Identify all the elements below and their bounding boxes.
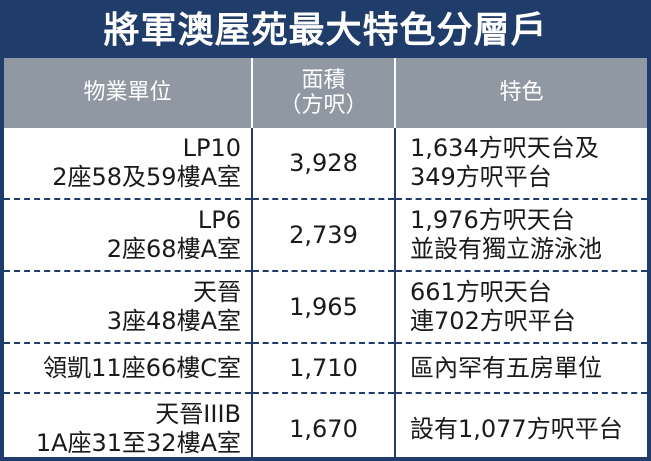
header-feature-label: 特色 (499, 80, 544, 106)
table-row: 天晉IIIB 1A座31至32樓A室 1,670 設有1,077方呎平台 (4, 392, 647, 457)
feature-line: 349方呎平台 (410, 163, 552, 191)
feature-cell: 設有1,077方呎平台 (394, 392, 647, 457)
area-cell: 2,739 (251, 198, 395, 271)
header-area-label: 面積 (301, 67, 346, 93)
feature-line: 1,634方呎天台及 (410, 134, 599, 163)
unit-detail: 3座48樓A室 (106, 307, 241, 335)
header-area-unit: （方呎） (279, 93, 368, 118)
header-feature: 特色 (394, 58, 647, 128)
unit-cell: 天晉IIIB 1A座31至32樓A室 (4, 392, 252, 457)
area-cell: 1,670 (251, 392, 395, 457)
unit-detail: 1A座31至32樓A室 (35, 429, 241, 457)
table-row: LP10 2座58及59樓A室 3,928 1,634方呎天台及 349方呎平台 (4, 128, 647, 199)
feature-cell: 1,976方呎天台 並設有獨立游泳池 (394, 198, 647, 271)
area-cell: 1,965 (251, 270, 395, 343)
table-row: 領凱11座66樓C室 1,710 區內罕有五房單位 (4, 342, 647, 393)
feature-cell: 1,634方呎天台及 349方呎平台 (394, 128, 647, 199)
feature-line: 661方呎天台 (410, 278, 552, 307)
unit-name: 天晉 (193, 278, 241, 307)
feature-line: 1,976方呎天台 (410, 206, 575, 235)
header-unit-label: 物業單位 (83, 80, 172, 106)
feature-line: 並設有獨立游泳池 (410, 235, 602, 263)
unit-name: LP10 (182, 134, 241, 163)
unit-cell: LP10 2座58及59樓A室 (4, 128, 252, 199)
feature-line: 區內罕有五房單位 (410, 353, 602, 382)
unit-cell: 天晉 3座48樓A室 (4, 270, 252, 343)
header-area: 面積 （方呎） (251, 58, 395, 128)
unit-detail: 2座68樓A室 (106, 235, 241, 263)
unit-detail: 2座58及59樓A室 (52, 163, 241, 191)
header-unit: 物業單位 (4, 58, 252, 128)
feature-cell: 661方呎天台 連702方呎平台 (394, 270, 647, 343)
feature-cell: 區內罕有五房單位 (394, 342, 647, 393)
unit-name: 領凱11座66樓C室 (43, 353, 241, 382)
table-row: LP6 2座68樓A室 2,739 1,976方呎天台 並設有獨立游泳池 (4, 198, 647, 271)
unit-cell: LP6 2座68樓A室 (4, 198, 252, 271)
unit-name: LP6 (197, 206, 241, 235)
property-table: 物業單位 面積 （方呎） 特色 LP10 2座58及59樓A室 3,928 (4, 58, 647, 457)
feature-line: 連702方呎平台 (410, 307, 576, 335)
area-cell: 3,928 (251, 128, 395, 199)
unit-name: 天晉IIIB (155, 400, 241, 429)
table-title: 將軍澳屋苑最大特色分層戶 (4, 4, 647, 58)
header-row: 物業單位 面積 （方呎） 特色 (4, 58, 647, 128)
area-cell: 1,710 (251, 342, 395, 393)
table-row: 天晉 3座48樓A室 1,965 661方呎天台 連702方呎平台 (4, 270, 647, 343)
feature-line: 設有1,077方呎平台 (410, 414, 623, 443)
unit-cell: 領凱11座66樓C室 (4, 342, 252, 393)
